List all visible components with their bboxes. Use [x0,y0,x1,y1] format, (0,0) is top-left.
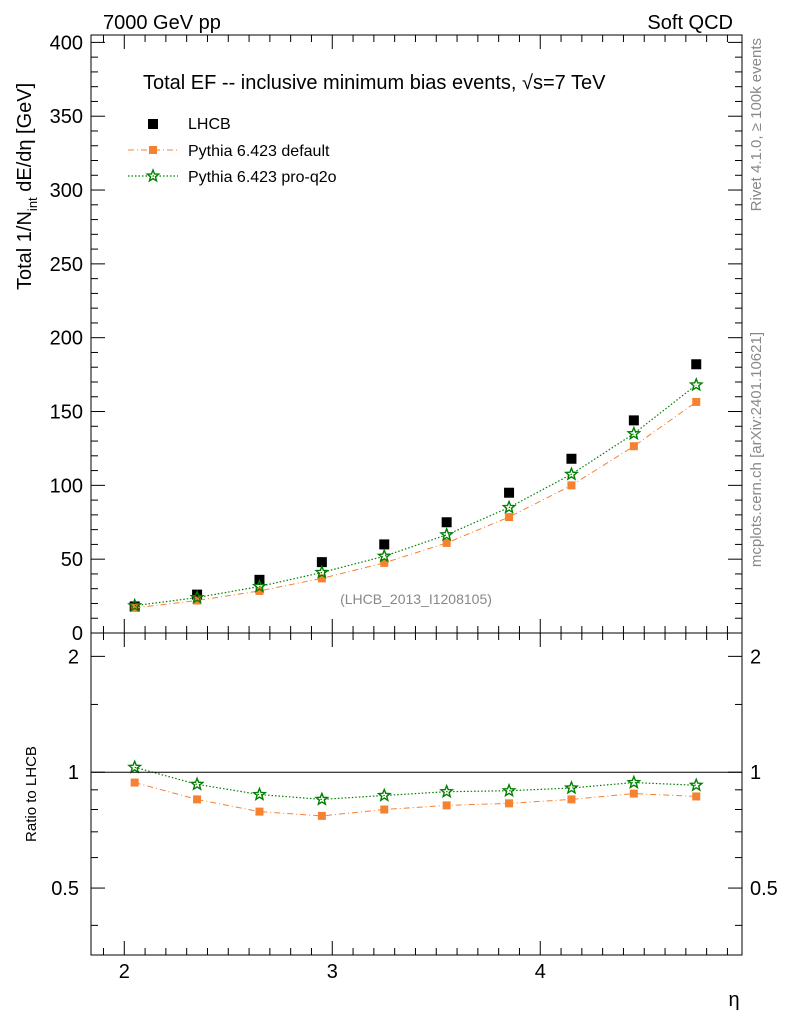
ratio-point-pythia-6-423-default [317,811,326,820]
main-ytick-label: 150 [50,402,83,424]
main-ytick-label: 400 [50,32,83,54]
ratio-point-pythia-6-423-pro-q2o [251,786,268,801]
data-point-lhcb [504,487,515,498]
data-point-pythia-6-423-default [629,442,638,451]
data-point-pythia-6-423-default [317,574,326,583]
ratio-ytick-label-left: 2 [68,646,79,668]
ratio-axis-ticks [91,655,742,926]
legend-label-pythia-default: Pythia 6.423 default [188,143,330,160]
data-point-lhcb [441,517,452,528]
ratio-point-pythia-6-423-pro-q2o [626,774,642,789]
legend-label-pythia-pro-q2o: Pythia 6.423 pro-q2o [188,169,337,186]
ratio-y-tick-labels: 0.5 0.5 1 1 2 2 [51,646,778,900]
ratio-point-pythia-6-423-pro-q2o [439,783,455,799]
series-line-pythia-6-423-pro-q2o [134,384,697,607]
ratio-point-pythia-6-423-pro-q2o [314,791,330,806]
main-ytick-label: 200 [50,328,83,350]
ratio-point-pythia-6-423-pro-q2o [189,776,205,791]
svg-text:Total 1/Nint dE/dη [GeV]: Total 1/Nint dE/dη [GeV] [14,83,40,290]
ratio-y-axis-label: Ratio to LHCB [23,746,40,842]
header-left-label: 7000 GeV pp [103,12,221,34]
mcplots-label: mcplots.cern.ch [arXiv:2401.10621] [748,332,765,567]
legend-marker-lhcb [148,119,158,129]
data-point-lhcb [566,453,577,464]
data-point-lhcb [316,557,327,568]
xtick-label: 3 [327,961,338,983]
ratio-point-pythia-6-423-pro-q2o [563,780,579,795]
data-point-pythia-6-423-pro-q2o [501,499,517,514]
ratio-point-pythia-6-423-default [130,778,139,787]
legend-marker-pythia-pro-q2o [145,168,161,183]
ratio-point-pythia-6-423-default [692,792,701,801]
main-ytick-label: 50 [61,549,83,571]
main-y-axis-label: Total 1/Nint dE/dη [GeV] [14,83,40,290]
legend: LHCB Pythia 6.423 default Pythia 6.423 p… [128,116,337,186]
data-point-pythia-6-423-pro-q2o [127,597,143,613]
data-point-pythia-6-423-default [505,513,514,522]
main-series-layer [127,359,704,613]
ratio-plot-frame [90,632,743,956]
series-line-pythia-6-423-default [134,401,697,609]
x-tick-labels: 2 3 4 [119,961,546,983]
rivet-version-label: Rivet 4.1.0, ≥ 100k events [748,38,765,211]
main-ytick-label: 100 [50,475,83,497]
ratio-ytick-label-left: 1 [68,762,79,784]
header-right-label: Soft QCD [647,12,733,34]
ratio-point-pythia-6-423-pro-q2o [501,782,517,798]
data-point-pythia-6-423-pro-q2o [189,589,205,604]
ratio-ytick-label-right: 1 [750,762,761,784]
main-axis-ticks [91,35,742,955]
data-point-lhcb [628,415,639,426]
ratio-ytick-label-right: 0.5 [750,878,778,900]
analysis-tag: (LHCB_2013_I1208105) [340,591,492,607]
data-point-pythia-6-423-default [567,481,576,490]
main-y-tick-labels: 0 50 100 150 200 250 300 350 400 [50,32,83,645]
xtick-label: 4 [535,961,546,983]
ratio-point-pythia-6-423-default [629,789,638,798]
data-point-pythia-6-423-default [255,586,264,595]
ratio-point-pythia-6-423-default [505,799,514,808]
ylabel-sub: int [25,197,40,211]
data-point-lhcb [192,589,203,600]
x-axis-label: η [728,989,739,1011]
data-point-pythia-6-423-pro-q2o [688,377,704,392]
ratio-line-pythia-6-423-default [134,782,697,817]
legend-label-lhcb: LHCB [188,116,231,133]
data-point-lhcb [691,359,702,370]
data-point-pythia-6-423-pro-q2o [376,548,392,563]
ratio-point-pythia-6-423-default [255,807,264,816]
ratio-point-pythia-6-423-default [380,805,389,814]
ratio-point-pythia-6-423-default [567,795,576,804]
chart-title: Total EF -- inclusive minimum bias event… [143,72,606,94]
data-point-pythia-6-423-pro-q2o [314,564,330,579]
ratio-point-pythia-6-423-pro-q2o [688,777,704,792]
ratio-point-pythia-6-423-pro-q2o [376,787,392,802]
ratio-point-pythia-6-423-pro-q2o [127,759,143,774]
main-ytick-label: 300 [50,180,83,202]
data-point-pythia-6-423-pro-q2o [563,466,579,481]
ylabel-main: Total 1/N [14,211,36,290]
main-ytick-label: 350 [50,106,83,128]
ratio-point-pythia-6-423-default [442,801,451,810]
main-ytick-label: 250 [50,254,83,276]
ratio-ytick-label-right: 2 [750,646,761,668]
xtick-label: 2 [119,961,130,983]
main-ytick-label: 0 [72,623,83,645]
data-point-pythia-6-423-pro-q2o [626,425,642,441]
legend-marker-pythia-default [149,146,157,154]
data-point-lhcb [379,539,390,550]
ratio-series-layer [127,759,704,820]
ratio-ytick-label-left: 0.5 [51,878,79,900]
data-point-pythia-6-423-default [442,538,451,547]
data-point-pythia-6-423-default [380,558,389,567]
ylabel-rest: dE/dη [GeV] [14,83,36,198]
data-point-pythia-6-423-default [692,397,701,406]
data-point-pythia-6-423-pro-q2o [439,526,455,542]
ratio-point-pythia-6-423-default [193,795,202,804]
ratio-line-pythia-6-423-pro-q2o [134,766,697,800]
data-point-pythia-6-423-pro-q2o [251,578,268,593]
